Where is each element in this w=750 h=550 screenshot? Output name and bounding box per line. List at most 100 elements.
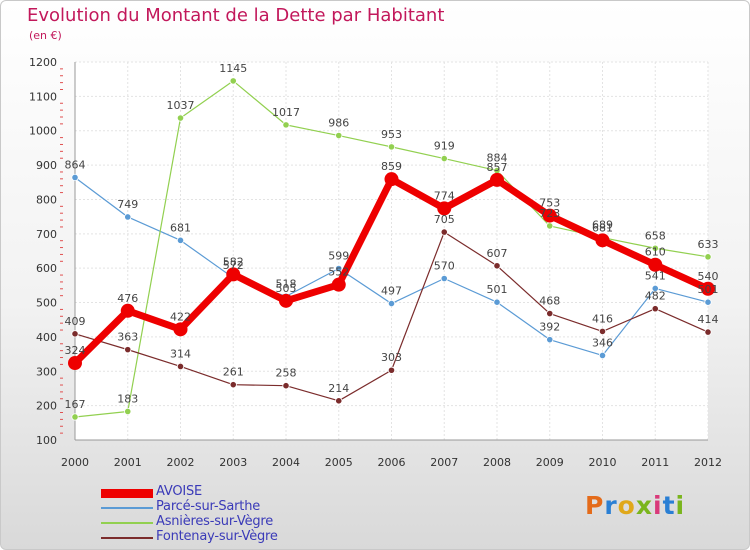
- legend-label-parce-sur-sarthe: Parcé-sur-Sarthe: [156, 499, 261, 514]
- data-point-fontenay-sur-vegre: [704, 328, 712, 336]
- data-point-parce-sur-sarthe: [493, 298, 501, 306]
- data-point-avoise: [437, 201, 452, 216]
- data-label-parce-sur-sarthe: 346: [592, 336, 613, 349]
- data-point-fontenay-sur-vegre: [124, 346, 132, 354]
- x-tick-label: 2010: [589, 456, 617, 469]
- legend-label-fontenay-sur-vegre: Fontenay-sur-Vègre: [156, 529, 278, 544]
- data-point-parce-sur-sarthe: [335, 264, 343, 273]
- data-point-asnieres-sur-vegre: [387, 143, 396, 151]
- data-point-avoise: [120, 303, 135, 318]
- data-point-fontenay-sur-vegre: [335, 397, 343, 405]
- data-label-fontenay-sur-vegre: 607: [487, 247, 508, 260]
- data-point-parce-sur-sarthe: [387, 299, 396, 308]
- data-point-fontenay-sur-vegre: [71, 330, 79, 338]
- y-tick-label: 900: [36, 159, 57, 172]
- y-tick-label: 1100: [29, 90, 57, 103]
- x-tick-label: 2012: [694, 456, 722, 469]
- logo-letter: r: [604, 491, 618, 520]
- data-label-asnieres-sur-vegre: 689: [592, 219, 613, 232]
- data-label-avoise: 857: [487, 161, 508, 174]
- data-point-parce-sur-sarthe: [124, 213, 132, 221]
- data-label-fontenay-sur-vegre: 258: [276, 367, 297, 380]
- data-label-avoise: 505: [276, 282, 297, 295]
- chart-subtitle: (en €): [29, 29, 62, 42]
- x-tick-label: 2000: [61, 456, 89, 469]
- y-tick-label: 200: [36, 400, 57, 413]
- data-label-parce-sur-sarthe: 501: [698, 283, 719, 296]
- data-label-parce-sur-sarthe: 518: [276, 277, 297, 290]
- data-point-avoise: [226, 267, 241, 282]
- proxiti-logo: Proxiti: [585, 491, 685, 520]
- data-label-fontenay-sur-vegre: 409: [65, 315, 86, 328]
- data-label-fontenay-sur-vegre: 468: [539, 295, 560, 308]
- data-point-asnieres-sur-vegre: [229, 77, 237, 85]
- data-point-asnieres-sur-vegre: [71, 413, 79, 421]
- data-label-asnieres-sur-vegre: 919: [434, 140, 455, 153]
- data-point-avoise: [542, 208, 557, 223]
- data-label-fontenay-sur-vegre: 314: [170, 347, 191, 360]
- data-label-parce-sur-sarthe: 749: [117, 198, 138, 211]
- y-tick-label: 1200: [29, 56, 57, 69]
- data-point-avoise: [173, 322, 188, 337]
- data-point-avoise: [490, 172, 504, 187]
- data-label-asnieres-sur-vegre: 953: [381, 128, 402, 141]
- data-label-avoise: 681: [592, 221, 613, 234]
- data-label-fontenay-sur-vegre: 261: [223, 366, 244, 379]
- data-label-parce-sur-sarthe: 572: [223, 259, 244, 272]
- x-tick-label: 2006: [378, 456, 406, 469]
- logo-letter: x: [635, 491, 653, 520]
- chart-title: Evolution du Montant de la Dette par Hab…: [27, 5, 445, 26]
- data-point-parce-sur-sarthe: [546, 336, 554, 344]
- data-label-fontenay-sur-vegre: 363: [117, 331, 138, 344]
- x-tick-label: 2005: [325, 456, 353, 469]
- data-point-asnieres-sur-vegre: [124, 407, 132, 416]
- data-label-fontenay-sur-vegre: 416: [592, 312, 613, 325]
- data-label-fontenay-sur-vegre: 214: [328, 382, 349, 395]
- y-tick-label: 300: [36, 365, 57, 378]
- logo-letter: i: [653, 491, 663, 520]
- data-point-avoise: [331, 277, 346, 292]
- logo-letter: i: [675, 491, 686, 520]
- data-label-avoise: 422: [170, 310, 191, 323]
- data-point-asnieres-sur-vegre: [176, 114, 185, 122]
- legend-swatch-parce-sur-sarthe: [101, 507, 153, 509]
- data-label-avoise: 753: [539, 197, 560, 210]
- data-label-parce-sur-sarthe: 541: [645, 269, 666, 282]
- data-label-fontenay-sur-vegre: 482: [645, 290, 666, 303]
- logo-letter: t: [662, 491, 676, 520]
- y-tick-label: 800: [36, 193, 57, 206]
- data-point-fontenay-sur-vegre: [493, 262, 501, 270]
- data-label-avoise: 552: [328, 266, 349, 279]
- data-point-fontenay-sur-vegre: [387, 366, 396, 374]
- data-label-asnieres-sur-vegre: 723: [539, 207, 560, 220]
- y-tick-label: 500: [36, 297, 57, 310]
- data-point-avoise: [648, 257, 663, 272]
- data-label-parce-sur-sarthe: 497: [381, 285, 402, 298]
- data-label-asnieres-sur-vegre: 167: [65, 398, 86, 411]
- data-label-fontenay-sur-vegre: 414: [698, 313, 719, 326]
- data-label-asnieres-sur-vegre: 1037: [167, 99, 195, 112]
- x-tick-label: 2009: [536, 456, 564, 469]
- legend-swatch-avoise: [101, 489, 153, 498]
- data-label-avoise: 476: [117, 292, 138, 305]
- data-label-parce-sur-sarthe: 570: [434, 259, 455, 272]
- data-point-fontenay-sur-vegre: [598, 327, 607, 336]
- data-point-avoise: [384, 172, 399, 187]
- data-point-avoise: [701, 281, 715, 296]
- x-tick-label: 2007: [430, 456, 458, 469]
- data-point-parce-sur-sarthe: [71, 173, 79, 182]
- data-label-asnieres-sur-vegre: 183: [117, 392, 138, 405]
- data-label-fontenay-sur-vegre: 705: [434, 213, 455, 226]
- x-tick-label: 2003: [219, 456, 247, 469]
- data-label-parce-sur-sarthe: 599: [328, 250, 349, 263]
- legend-label-asnieres-sur-vegre: Asnières-sur-Vègre: [156, 514, 274, 529]
- data-point-asnieres-sur-vegre: [440, 154, 448, 163]
- x-tick-label: 2001: [114, 456, 142, 469]
- legend-swatch-asnieres-sur-vegre: [101, 522, 153, 524]
- data-point-avoise: [595, 233, 610, 248]
- data-point-fontenay-sur-vegre: [176, 362, 185, 371]
- data-label-parce-sur-sarthe: 392: [539, 321, 560, 334]
- y-tick-label: 100: [36, 434, 57, 447]
- data-label-avoise: 774: [434, 189, 455, 202]
